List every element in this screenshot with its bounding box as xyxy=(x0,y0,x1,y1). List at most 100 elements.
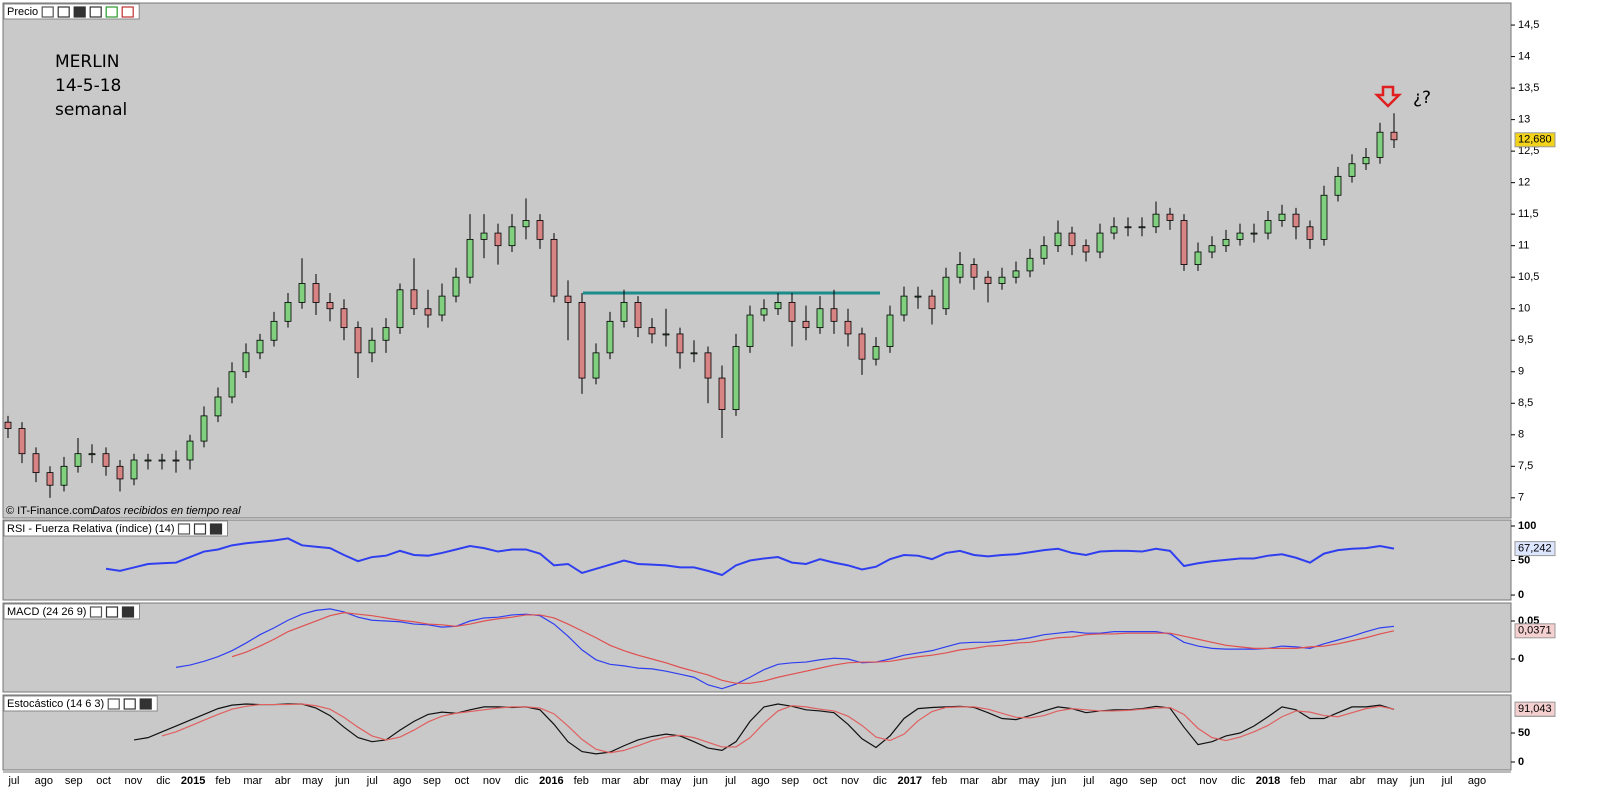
last-value-label: 91,043 xyxy=(1518,703,1552,715)
candle-body xyxy=(606,320,614,354)
candle-body xyxy=(1124,226,1132,229)
x-tick-label: nov xyxy=(483,775,501,787)
x-tick-label: feb xyxy=(932,775,947,787)
candle-body xyxy=(704,352,712,379)
y-tick-label: 8,5 xyxy=(1518,397,1533,409)
candle-body xyxy=(116,465,124,480)
panel-icon xyxy=(73,6,86,18)
x-tick-label: oct xyxy=(455,775,470,787)
x-tick-label: may xyxy=(660,775,681,787)
candle-body xyxy=(494,232,502,247)
panel-icon xyxy=(193,523,207,535)
candle-body xyxy=(1082,245,1090,253)
candle-body xyxy=(788,302,796,322)
panel-icon xyxy=(139,698,152,710)
candle-body xyxy=(984,276,992,284)
candle-body xyxy=(214,396,222,417)
candle-body xyxy=(1362,157,1370,165)
candle-body xyxy=(1348,163,1356,177)
x-tick-label: 2015 xyxy=(181,775,205,787)
x-tick-label: mar xyxy=(602,775,621,787)
y-tick-label: 11 xyxy=(1518,240,1529,252)
x-tick-label: dic xyxy=(515,775,530,787)
last-value-label: 12,680 xyxy=(1518,134,1552,146)
x-tick-label: ago xyxy=(1110,775,1128,787)
candle-body xyxy=(1236,232,1244,240)
candle-body xyxy=(4,421,12,429)
panel-title: RSI - Fuerza Relativa (índice) (14) xyxy=(7,523,175,535)
candle-body xyxy=(410,289,418,310)
panel-title: Precio xyxy=(7,6,38,18)
panel-icon xyxy=(89,606,103,618)
panel-title: MACD (24 26 9) xyxy=(7,606,86,618)
x-tick-label: jun xyxy=(1051,775,1067,787)
x-tick-label: nov xyxy=(841,775,859,787)
y-tick-label: 14 xyxy=(1518,50,1530,62)
candle-body xyxy=(844,320,852,335)
last-value-box xyxy=(1514,623,1556,639)
candle-body xyxy=(1222,238,1230,247)
y-tick-label: 10,5 xyxy=(1518,271,1539,283)
y-tick-label: 50 xyxy=(1518,727,1530,739)
candle-body xyxy=(312,283,320,303)
annotation: semanal xyxy=(55,100,127,120)
candle-body xyxy=(676,333,684,354)
candle-body xyxy=(1390,131,1398,141)
candle-body xyxy=(354,327,362,354)
candle-body xyxy=(18,428,26,455)
y-tick-label: 50 xyxy=(1518,554,1530,566)
candle-body xyxy=(886,314,894,347)
x-tick-label: may xyxy=(1019,775,1040,787)
candle-body xyxy=(1068,232,1076,247)
candle-body xyxy=(144,459,152,462)
last-value-box xyxy=(1514,541,1556,557)
candle-body xyxy=(1054,232,1062,247)
x-tick-label: jul xyxy=(1441,775,1453,787)
candle-body xyxy=(1166,213,1174,221)
candle-body xyxy=(60,465,68,486)
candle-body xyxy=(536,220,544,240)
candle-body xyxy=(270,320,278,341)
panel-icon xyxy=(57,6,70,18)
candle-body xyxy=(970,264,978,278)
y-tick-label: 9 xyxy=(1518,366,1524,378)
y-tick-label: 8 xyxy=(1518,429,1524,441)
y-tick-label: 0 xyxy=(1518,653,1524,665)
candle-body xyxy=(298,283,306,303)
panel-icon xyxy=(107,698,120,710)
candle-body xyxy=(564,295,572,303)
panel-icon xyxy=(209,523,223,535)
candle-body xyxy=(942,276,950,310)
candle-body xyxy=(102,453,110,467)
x-tick-label: dic xyxy=(873,775,888,787)
x-tick-label: abr xyxy=(275,775,291,787)
x-tick-label: 2016 xyxy=(539,775,563,787)
candle-body xyxy=(914,295,922,298)
candle-body xyxy=(928,295,936,310)
x-tick-label: abr xyxy=(1350,775,1366,787)
candle-body xyxy=(1320,194,1328,240)
arrow-icon xyxy=(1373,85,1403,108)
candle-body xyxy=(1306,226,1314,240)
candle-body xyxy=(1138,226,1146,229)
candle-body xyxy=(1376,131,1384,158)
panel-icon xyxy=(123,698,136,710)
x-tick-label: sep xyxy=(423,775,441,787)
candle-body xyxy=(1194,251,1202,265)
panel xyxy=(2,694,1512,771)
candle-body xyxy=(1180,220,1188,265)
candle-body xyxy=(242,352,250,373)
candle-body xyxy=(1110,226,1118,234)
last-value-label: 0,0371 xyxy=(1518,625,1552,637)
candle-body xyxy=(774,302,782,310)
candle-body xyxy=(1208,245,1216,253)
x-tick-label: ago xyxy=(35,775,53,787)
candle-body xyxy=(746,314,754,347)
candle-body xyxy=(690,352,698,355)
candle-body xyxy=(732,346,740,410)
candle-body xyxy=(900,295,908,316)
candle-body xyxy=(956,264,964,278)
panel-title: Estocástico (14 6 3) xyxy=(7,698,104,710)
candle-body xyxy=(1152,213,1160,228)
